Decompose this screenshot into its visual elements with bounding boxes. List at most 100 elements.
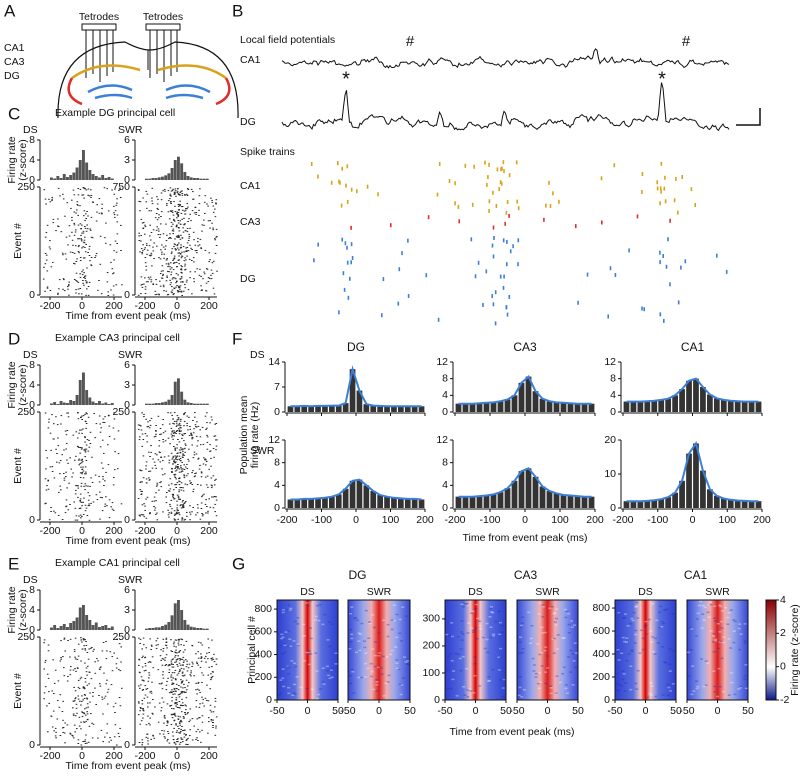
raster-dot (180, 265, 182, 266)
raster-dot (212, 720, 214, 721)
raster-dot (183, 660, 185, 661)
heatmap-texture (574, 667, 577, 669)
heatmap-texture (308, 650, 311, 652)
raster-dot (180, 465, 182, 466)
raster-dot (83, 721, 85, 722)
heatmap-texture (307, 605, 310, 607)
raster-dot (179, 220, 181, 221)
rate-bar (350, 481, 356, 508)
psth-bar (206, 179, 209, 180)
raster-dot (72, 473, 74, 474)
raster-dot (180, 247, 182, 248)
raster-dot (159, 703, 161, 704)
raster-dot (107, 281, 109, 282)
heatmap-texture (713, 686, 716, 688)
raster-dot (179, 639, 181, 640)
raster-dot (168, 200, 170, 201)
raster-dot (173, 219, 175, 220)
psth-bar (98, 401, 101, 405)
heatmap-texture (285, 666, 288, 668)
raster-dot (142, 680, 144, 681)
heatmap-texture (296, 617, 299, 619)
heatmap-texture (555, 624, 558, 626)
rate-bar (624, 501, 630, 508)
raster-dot (181, 292, 183, 293)
raster-dot (161, 252, 163, 253)
raster-dot (207, 442, 209, 443)
raster-dot (57, 293, 59, 294)
heatmap-texture (364, 676, 367, 678)
raster-dot (69, 236, 71, 237)
panel-label: E (8, 554, 19, 573)
raster-dot (175, 249, 177, 250)
raster-dot (180, 487, 182, 488)
raster-dot (207, 658, 209, 659)
raster-dot (71, 476, 73, 477)
heatmap-texture (349, 629, 352, 631)
raster-dot (120, 197, 122, 198)
y-axis-label: firing rate (Hz) (249, 402, 261, 469)
heatmap-texture (744, 640, 747, 642)
raster-dot (157, 644, 159, 645)
spike-tick (351, 188, 353, 192)
rate-bar (315, 498, 321, 508)
heatmap-texture (564, 609, 567, 611)
raster-dot (188, 667, 190, 668)
psth-bar (56, 176, 59, 180)
raster-dot (171, 697, 173, 698)
raster-dot (187, 195, 189, 196)
raster-dot (201, 471, 203, 472)
raster-dot (189, 228, 191, 229)
raster-dot (59, 195, 61, 196)
raster-dot (160, 273, 162, 274)
raster-dot (184, 421, 186, 422)
heatmap-texture (717, 648, 720, 650)
raster-dot (77, 238, 79, 239)
raster-dot (180, 504, 182, 505)
raster-dot (178, 206, 180, 207)
raster-dot (152, 459, 154, 460)
heatmap-texture (556, 648, 559, 650)
heatmap-texture (687, 652, 690, 654)
raster-dot (154, 510, 156, 511)
raster-dot (150, 277, 152, 278)
raster-dot (189, 435, 191, 436)
raster-dot (48, 703, 50, 704)
raster-dot (86, 225, 88, 226)
raster-dot (79, 205, 81, 206)
raster-dot (189, 729, 191, 730)
heatmap-texture (502, 687, 505, 689)
raster-dot (180, 419, 182, 420)
raster-dot (144, 670, 146, 671)
raster-dot (177, 467, 179, 468)
raster-dot (87, 216, 89, 217)
raster-dot (186, 425, 188, 426)
raster-dot (189, 664, 191, 665)
heatmap-texture (713, 606, 716, 608)
raster-dot (175, 478, 177, 479)
x-tick-label: 0 (522, 514, 528, 526)
raster-dot (95, 437, 97, 438)
rate-bar (728, 500, 734, 508)
raster-dot (203, 272, 205, 273)
raster-dot (67, 244, 69, 245)
heatmap-texture (571, 626, 574, 628)
raster-dot (84, 648, 86, 649)
raster-dot (81, 239, 83, 240)
raster-dot (87, 666, 89, 667)
spike-tick (437, 193, 439, 197)
raster-dot (177, 495, 179, 496)
rate-bar (505, 400, 511, 413)
raster-dot (86, 671, 88, 672)
psth-bar (66, 177, 69, 180)
raster-dot (185, 445, 187, 446)
raster-dot (86, 282, 88, 283)
raster-dot (51, 690, 53, 691)
heatmap-texture (544, 646, 547, 648)
raster-dot (82, 741, 84, 742)
heatmap-texture (460, 670, 463, 672)
psth-bar (190, 627, 193, 630)
heatmap-texture (629, 623, 632, 625)
raster-dot (181, 449, 183, 450)
raster-dot (177, 675, 179, 676)
